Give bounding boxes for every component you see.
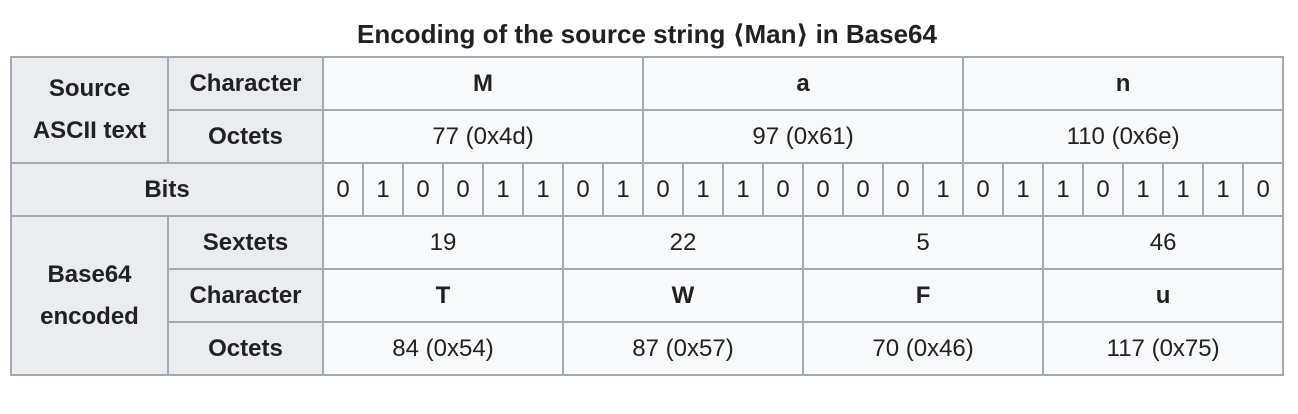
table-caption: Encoding of the source string ⟨Man⟩ in B… xyxy=(357,19,937,49)
sextet-cell: 5 xyxy=(801,215,1045,270)
source-character-cell: a xyxy=(641,56,965,111)
source-ascii-header-line2: ASCII text xyxy=(32,117,147,144)
source-character-cell: n xyxy=(962,56,1285,111)
bit-cell: 1 xyxy=(602,162,644,217)
source-character-label: Character xyxy=(167,56,324,111)
bit-cell: 1 xyxy=(1122,162,1165,217)
encoded-character-cell: u xyxy=(1042,268,1285,323)
bit-cell: 0 xyxy=(802,162,844,217)
bit-cell: 0 xyxy=(882,162,924,217)
sextet-cell: 19 xyxy=(322,215,564,270)
encoded-octet-cell: 87 (0x57) xyxy=(562,321,804,376)
bit-cell: 1 xyxy=(1202,162,1245,217)
table-row: Octets 77 (0x4d) 97 (0x61) 110 (0x6e) xyxy=(11,109,1285,164)
encoded-character-cell: W xyxy=(562,268,804,323)
source-character-cell: M xyxy=(322,56,644,111)
encoded-character-label: Character xyxy=(167,268,324,323)
table-row: Bits 0 1 0 0 1 1 0 1 0 1 1 0 0 0 0 1 0 1… xyxy=(10,162,1285,217)
bit-cell: 0 xyxy=(842,162,884,217)
encoded-character-cell: T xyxy=(322,268,564,323)
bit-cell: 1 xyxy=(522,162,564,217)
bit-cell: 0 xyxy=(402,162,444,217)
bit-cell: 1 xyxy=(722,162,764,217)
bit-cell: 1 xyxy=(1002,162,1045,217)
sextet-cell: 46 xyxy=(1042,215,1285,270)
bit-cell: 1 xyxy=(362,162,404,217)
bit-cell: 0 xyxy=(962,162,1005,217)
source-octet-cell: 110 (0x6e) xyxy=(962,109,1285,164)
base64-encoded-header-line1: Base64 xyxy=(47,260,132,288)
source-octets-label: Octets xyxy=(167,109,324,164)
encoded-octet-cell: 70 (0x46) xyxy=(801,321,1045,376)
bit-cell: 1 xyxy=(1162,162,1205,217)
bit-cell: 1 xyxy=(682,162,724,217)
table-row: Character T W F u xyxy=(11,268,1285,323)
bit-cell: 1 xyxy=(482,162,524,217)
source-octet-cell: 97 (0x61) xyxy=(641,109,965,164)
base64-encoding-table: Source ASCII text Character M a n Octets… xyxy=(10,56,1285,376)
bits-label: Bits xyxy=(10,162,324,217)
table-row: Source ASCII text Character M a n xyxy=(10,56,1285,164)
source-octet-cell: 77 (0x4d) xyxy=(322,109,644,164)
encoded-octets-label: Octets xyxy=(167,321,324,376)
base64-encoded-header: Base64 encoded xyxy=(10,215,169,376)
table-row: Octets 84 (0x54) 87 (0x57) 70 (0x46) 117… xyxy=(11,321,1285,376)
source-ascii-header-line1: Source xyxy=(48,75,131,102)
encoded-character-cell: F xyxy=(801,268,1045,323)
base64-encoded-header-line2: encoded xyxy=(40,302,139,330)
bit-cell: 0 xyxy=(762,162,804,217)
sextet-cell: 22 xyxy=(562,215,804,270)
source-ascii-header: Source ASCII text xyxy=(10,56,169,164)
bit-cell: 0 xyxy=(442,162,484,217)
table-row: Base64 encoded Sextets 19 22 5 46 xyxy=(10,215,1285,376)
bit-cell: 0 xyxy=(1242,162,1285,217)
bit-cell: 1 xyxy=(921,162,965,217)
bit-cell: 0 xyxy=(562,162,604,217)
bit-cell: 0 xyxy=(322,162,364,217)
encoded-octet-cell: 84 (0x54) xyxy=(322,321,564,376)
encoded-octet-cell: 117 (0x75) xyxy=(1042,321,1285,376)
bit-cell: 0 xyxy=(1082,162,1125,217)
bit-cell: 0 xyxy=(642,162,684,217)
sextets-label: Sextets xyxy=(167,215,324,270)
bit-cell: 1 xyxy=(1042,162,1085,217)
